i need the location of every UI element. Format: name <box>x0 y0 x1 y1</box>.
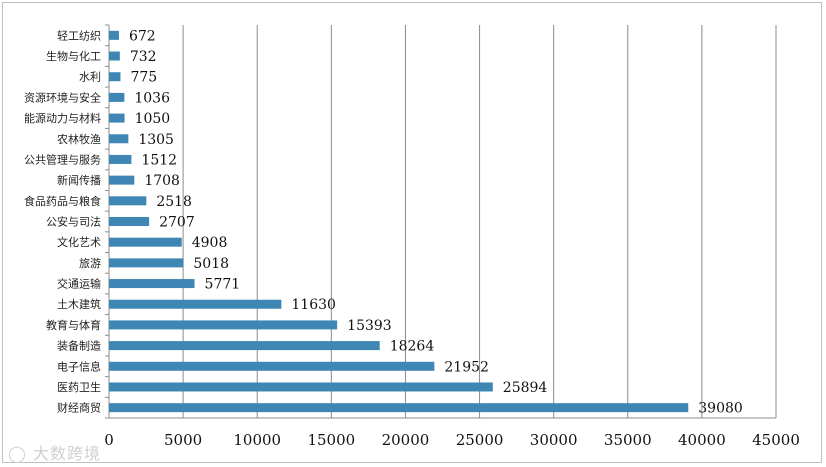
category-label: 能源动力与材料 <box>24 111 101 125</box>
bar <box>109 51 120 61</box>
value-label: 25894 <box>503 380 548 396</box>
value-label: 4908 <box>192 235 228 251</box>
category-label: 轻工纺织 <box>57 28 101 42</box>
bar <box>109 361 435 371</box>
x-tick-label: 0 <box>104 431 114 449</box>
category-label: 财经商贸 <box>57 401 101 415</box>
value-label: 672 <box>129 28 156 44</box>
category-label: 公共管理与服务 <box>24 152 101 166</box>
value-label: 15393 <box>347 318 392 334</box>
x-tick-label: 10000 <box>233 431 281 449</box>
value-label: 1036 <box>134 90 170 106</box>
bar <box>109 196 147 206</box>
bar <box>109 382 493 392</box>
category-label: 医药卫生 <box>57 380 101 394</box>
bar <box>109 113 125 123</box>
bar <box>109 92 125 102</box>
category-label: 资源环境与安全 <box>24 90 101 104</box>
category-label: 文化艺术 <box>57 235 101 249</box>
category-label: 公安与司法 <box>46 215 101 229</box>
value-label: 11630 <box>291 297 336 313</box>
category-label: 新闻传播 <box>57 173 101 187</box>
value-label: 2707 <box>159 215 195 231</box>
bar <box>109 134 129 144</box>
bar <box>109 403 689 413</box>
bar <box>109 237 182 247</box>
bar <box>109 320 338 330</box>
watermark-logo-icon: ◯ <box>8 444 27 463</box>
bar <box>109 175 135 185</box>
category-label: 装备制造 <box>57 339 101 353</box>
value-label: 5771 <box>205 277 241 293</box>
value-label: 1708 <box>144 173 180 189</box>
category-label: 食品药品与粮食 <box>24 194 101 208</box>
bar <box>109 154 132 164</box>
x-tick-label: 45000 <box>752 431 800 449</box>
bar <box>109 72 121 82</box>
category-label: 电子信息 <box>57 359 101 373</box>
x-tick-label: 15000 <box>307 431 355 449</box>
category-label: 教育与体育 <box>46 318 101 332</box>
value-label: 1050 <box>135 111 171 127</box>
category-label: 交通运输 <box>57 277 101 291</box>
category-label: 水利 <box>79 71 101 84</box>
bar <box>109 258 184 268</box>
category-label: 生物与化工 <box>46 49 101 63</box>
value-label: 2518 <box>156 194 192 210</box>
x-tick-label: 30000 <box>530 431 578 449</box>
bar <box>109 279 195 289</box>
value-label: 1512 <box>141 152 177 168</box>
category-label: 土木建筑 <box>57 297 101 311</box>
x-tick-label: 35000 <box>604 431 652 449</box>
category-label: 旅游 <box>79 256 101 270</box>
watermark: ◯ 大数跨境 <box>8 440 101 464</box>
watermark-text: 大数跨境 <box>33 444 102 463</box>
value-label: 5018 <box>193 256 229 272</box>
value-label: 1305 <box>138 132 174 148</box>
bar <box>109 341 380 351</box>
value-label: 775 <box>130 70 157 86</box>
value-label: 39080 <box>698 401 743 417</box>
value-label: 732 <box>130 49 157 65</box>
bar <box>109 30 119 40</box>
bar <box>109 217 150 226</box>
value-label: 18264 <box>390 339 435 355</box>
category-label: 农林牧渔 <box>57 132 101 146</box>
x-tick-label: 20000 <box>382 431 430 449</box>
value-label: 21952 <box>444 359 489 375</box>
bar <box>109 299 282 309</box>
x-tick-label: 5000 <box>164 431 202 449</box>
x-tick-label: 25000 <box>456 431 504 449</box>
x-tick-label: 40000 <box>678 431 726 449</box>
